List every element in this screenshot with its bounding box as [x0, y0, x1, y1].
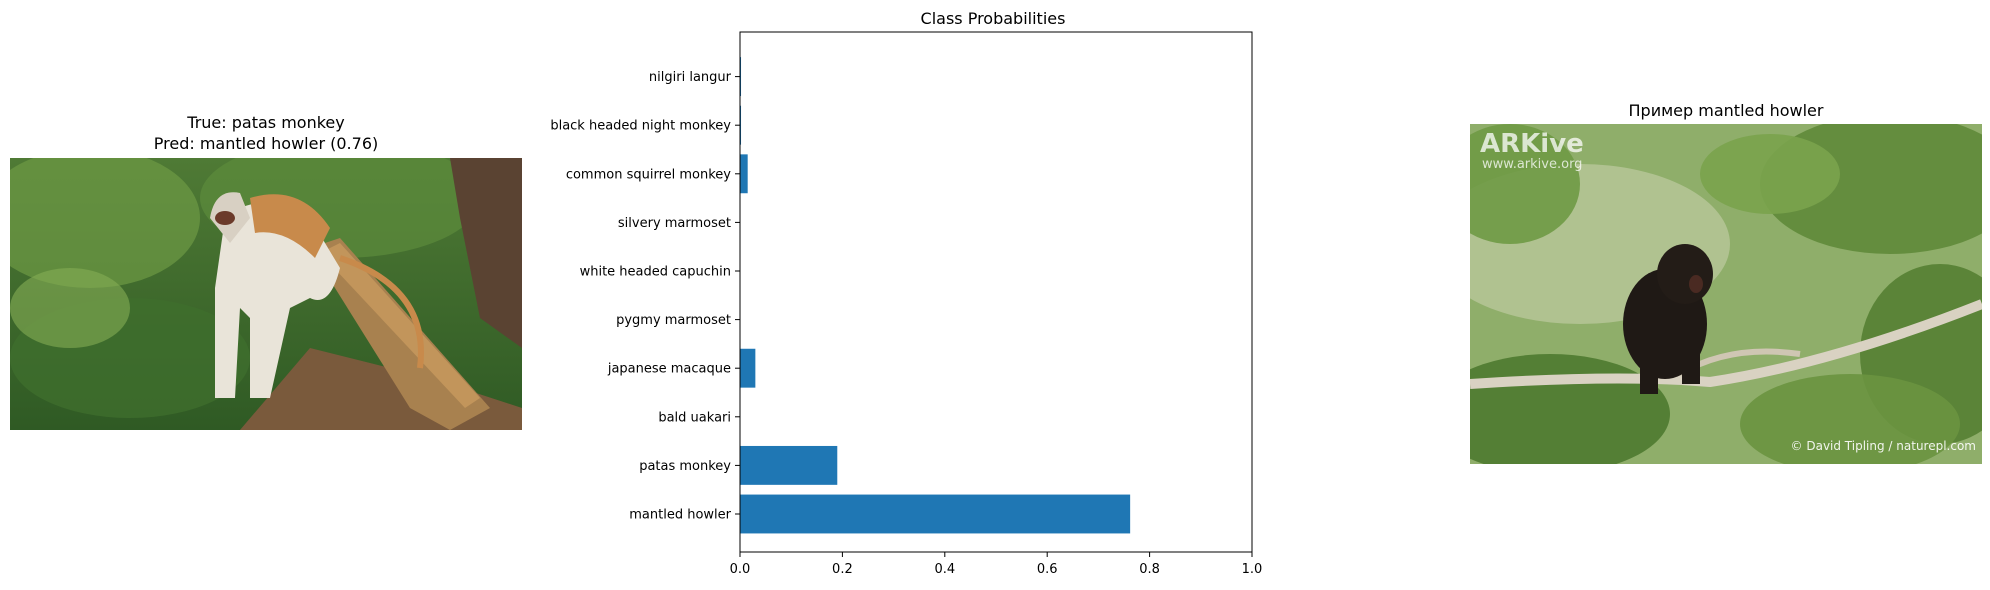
y-tick-label: common squirrel monkey [566, 167, 731, 182]
x-axis-ticks: 0.0 0.2 0.4 0.6 0.8 1.0 [730, 552, 1263, 577]
bar-common-squirrel-monkey [740, 154, 748, 194]
left-panel-title: True: patas monkey Pred: mantled howler … [10, 112, 522, 154]
bars-layer [740, 57, 1131, 534]
y-tick-label: pygmy marmoset [616, 313, 731, 328]
mantled-howler-image: ARKive www.arkive.org © David Tipling / … [1470, 124, 1982, 464]
patas-monkey-photo [10, 158, 522, 430]
x-tick-label: 0.8 [1139, 562, 1160, 577]
plot-area-frame [739, 31, 1253, 553]
y-tick-label: bald uakari [658, 410, 731, 425]
bar-black-headed-night-monkey [740, 105, 742, 145]
bar-patas-monkey [740, 445, 838, 485]
x-tick-label: 0.0 [730, 562, 751, 577]
x-tick-label: 0.4 [934, 562, 955, 577]
x-tick-label: 0.6 [1037, 562, 1058, 577]
y-tick-label: silvery marmoset [618, 216, 731, 231]
y-tick-label: white headed capuchin [580, 265, 731, 280]
x-tick-label: 0.2 [832, 562, 853, 577]
true-label: True: patas monkey [187, 113, 345, 132]
patas-monkey-image [10, 158, 522, 430]
mantled-howler-photo: ARKive www.arkive.org © David Tipling / … [1470, 124, 1982, 464]
bar-japanese-macaque [740, 348, 756, 388]
right-panel-title: Пример mantled howler [1628, 101, 1824, 120]
bar-mantled-howler [740, 494, 1131, 534]
bar-nilgiri-langur [740, 57, 742, 97]
x-tick-label: 1.0 [1242, 562, 1263, 577]
photo-credit: © David Tipling / naturepl.com [1791, 439, 1976, 453]
chart-title: Class Probabilities [921, 9, 1066, 28]
y-tick-label: nilgiri langur [649, 70, 732, 85]
y-axis-ticks: mantled howler patas monkey bald uakari jap… [550, 70, 740, 523]
y-tick-label: patas monkey [639, 459, 731, 474]
pred-label: Pred: mantled howler (0.76) [153, 134, 379, 153]
arkive-url-watermark: www.arkive.org [1482, 157, 1582, 172]
y-tick-label: mantled howler [629, 508, 731, 523]
y-tick-label: japanese macaque [607, 362, 731, 377]
y-tick-label: black headed night monkey [550, 119, 731, 134]
arkive-logo-watermark: ARKive [1480, 129, 1584, 159]
